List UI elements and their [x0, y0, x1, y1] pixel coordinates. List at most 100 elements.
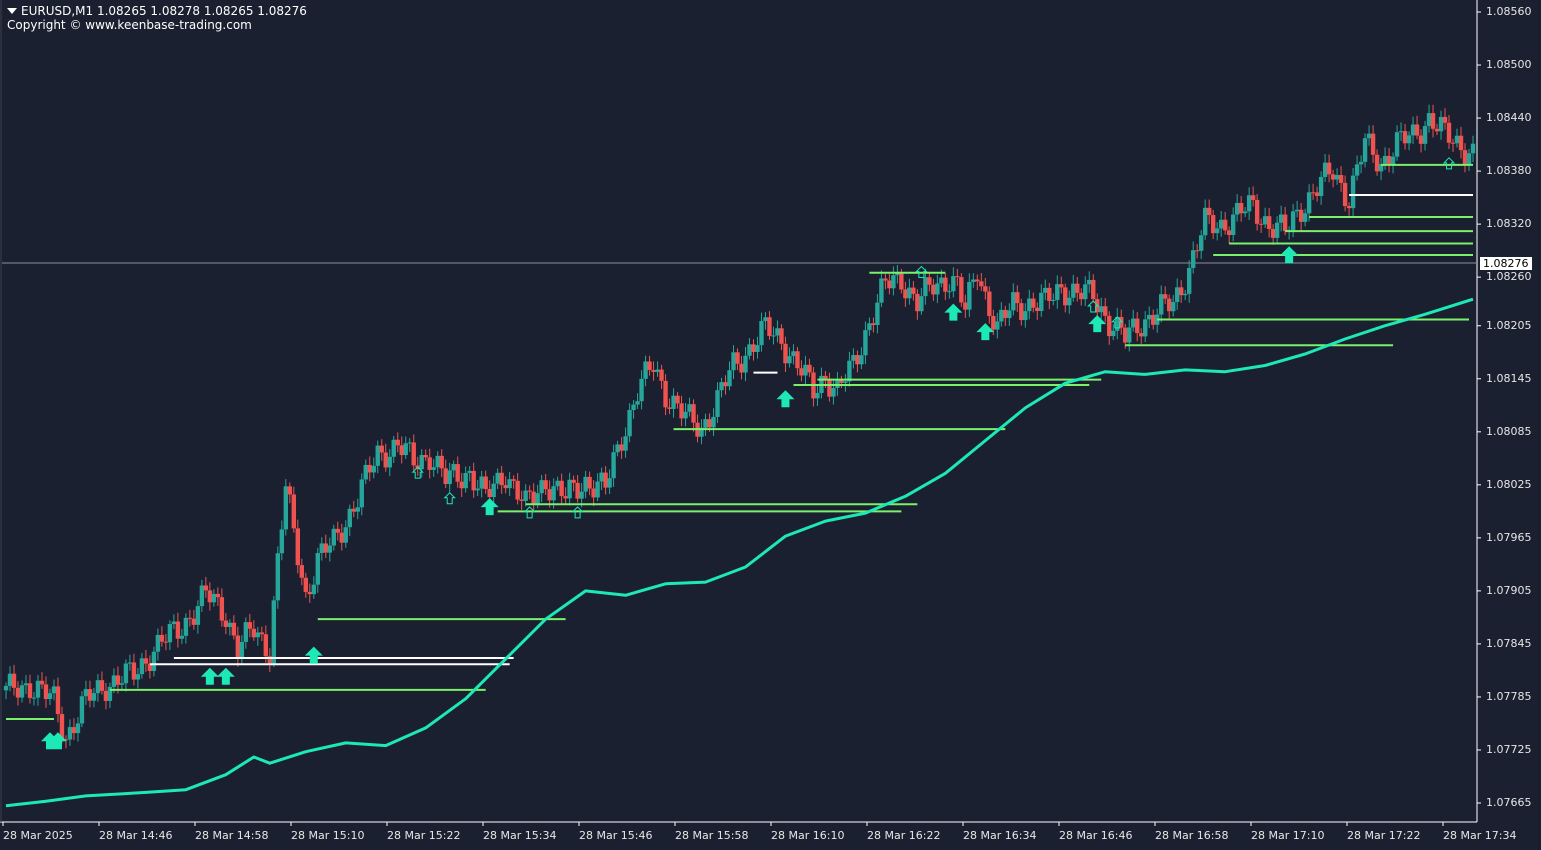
bull-candle	[523, 490, 528, 501]
time-label: 28 Mar 2025	[3, 829, 73, 842]
bull-candle	[363, 464, 368, 480]
bull-candle	[743, 355, 748, 373]
bull-candle	[579, 491, 584, 499]
bull-candle	[1406, 135, 1412, 144]
bull-candle	[1182, 293, 1188, 296]
bear-candle	[295, 528, 301, 566]
bear-candle	[43, 684, 49, 700]
time-label: 28 Mar 17:22	[1347, 829, 1421, 842]
bull-candle	[803, 364, 808, 376]
bull-candle	[359, 479, 364, 508]
bear-candle	[871, 323, 876, 326]
bear-candle	[503, 485, 508, 489]
price-label: 1.07965	[1486, 530, 1532, 544]
bull-candle	[539, 480, 544, 494]
bull-candle	[595, 481, 600, 498]
bull-candle	[1007, 310, 1012, 319]
buy-arrow-outline-icon	[571, 506, 584, 519]
time-label: 28 Mar 15:22	[387, 829, 461, 842]
buy-arrow-outline-icon	[1111, 316, 1124, 329]
bear-candle	[455, 464, 460, 482]
bull-candle	[1043, 287, 1048, 293]
bear-candle	[335, 528, 340, 533]
bull-candle	[551, 486, 556, 501]
bull-candle	[687, 404, 692, 412]
bull-candle	[1027, 298, 1032, 312]
bull-candle	[355, 507, 360, 512]
bull-candle	[1358, 161, 1364, 165]
time-label: 28 Mar 16:10	[771, 829, 845, 842]
bull-candle	[211, 593, 217, 603]
dropdown-triangle-icon[interactable]	[7, 8, 17, 14]
bull-candle	[995, 321, 1000, 330]
bear-candle	[587, 476, 592, 489]
bear-candle	[723, 382, 728, 387]
bull-candle	[479, 476, 484, 489]
bull-candle	[567, 479, 572, 499]
bull-candle	[923, 277, 928, 297]
bear-candle	[187, 617, 193, 619]
bull-candle	[703, 419, 708, 428]
bear-candle	[1458, 135, 1464, 151]
bull-candle	[851, 355, 856, 361]
bear-candle	[223, 620, 229, 627]
bear-candle	[483, 476, 488, 489]
bull-candle	[391, 439, 396, 457]
bull-candle	[535, 493, 540, 504]
bull-candle	[755, 345, 760, 352]
bear-candle	[663, 380, 668, 408]
current-price-label: 1.08276	[1480, 257, 1532, 270]
bear-candle	[547, 489, 552, 501]
bear-candle	[351, 508, 356, 512]
bear-candle	[899, 272, 904, 290]
bear-candle	[1210, 215, 1216, 234]
bull-candle	[47, 693, 53, 700]
time-label: 28 Mar 15:46	[579, 829, 653, 842]
bull-candle	[127, 662, 133, 664]
bull-candle	[1234, 202, 1240, 215]
buy-arrow-icon	[480, 498, 499, 516]
price-label: 1.08380	[1486, 164, 1532, 178]
bull-candle	[879, 278, 884, 303]
bull-candle	[1051, 299, 1056, 301]
time-label: 28 Mar 15:58	[675, 829, 749, 842]
bear-candle	[1346, 206, 1352, 209]
bull-candle	[771, 335, 776, 337]
bull-candle	[1422, 126, 1428, 144]
bear-candle	[783, 343, 788, 364]
bull-candle	[227, 622, 233, 627]
buy-arrow-outline-icon	[1442, 157, 1456, 170]
bear-candle	[1402, 131, 1408, 144]
bull-candle	[971, 279, 976, 282]
bull-candle	[555, 480, 560, 487]
bull-candle	[371, 465, 376, 473]
bull-candle	[859, 355, 864, 365]
bear-candle	[163, 641, 169, 643]
bear-candle	[603, 472, 608, 488]
bull-candle	[731, 352, 736, 371]
price-label: 1.08205	[1486, 318, 1532, 332]
time-label: 28 Mar 15:10	[291, 829, 365, 842]
bull-candle	[1147, 314, 1152, 320]
copyright-text: Copyright © www.keenbase-trading.com	[7, 18, 252, 32]
bear-candle	[1019, 303, 1024, 321]
bear-candle	[799, 368, 804, 376]
bear-candle	[399, 445, 404, 456]
bear-candle	[827, 379, 832, 397]
bear-candle	[207, 590, 213, 603]
bear-candle	[647, 361, 652, 370]
bull-candle	[3, 685, 9, 691]
bear-candle	[975, 279, 980, 282]
bear-candle	[1326, 162, 1332, 175]
bear-candle	[527, 490, 532, 492]
bull-candle	[91, 693, 97, 701]
buy-arrow-icon	[944, 303, 963, 321]
bear-candle	[1123, 327, 1128, 343]
bull-candle	[1354, 164, 1360, 176]
bear-candle	[679, 403, 684, 419]
bull-candle	[1366, 133, 1372, 139]
bear-candle	[1374, 154, 1380, 172]
bull-candle	[1115, 316, 1120, 331]
